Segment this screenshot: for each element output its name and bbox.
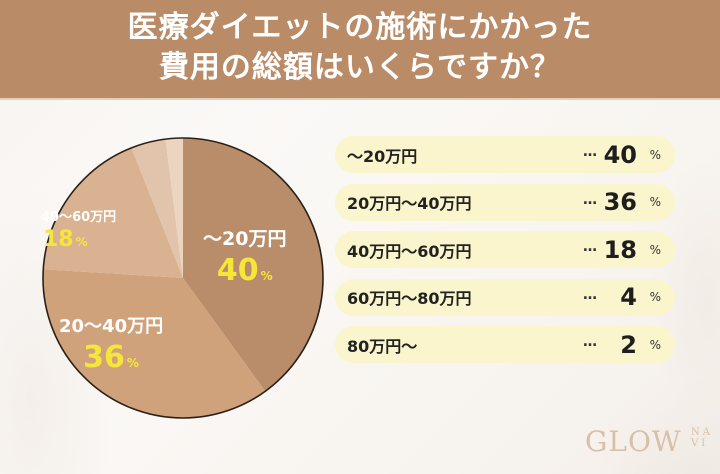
pie-slice (183, 138, 323, 392)
pie-label-category: 20〜40万円 (59, 316, 164, 337)
legend-unit: % (649, 195, 661, 209)
legend-item: 〜20万円 … 40 % (335, 136, 675, 173)
title-line-1: 医療ダイエットの施術にかかった (127, 10, 593, 45)
pie-slice (131, 139, 183, 278)
legend-unit: % (649, 290, 661, 304)
legend-dots: … (583, 286, 597, 303)
pie-label-40-60: 40〜60万円 18% (41, 206, 116, 257)
legend-value: 40 (603, 140, 637, 169)
legend-dots: … (583, 144, 597, 160)
legend-unit: % (649, 147, 661, 162)
legend-label: 80万円〜 (347, 336, 418, 356)
pie-label-category: 40〜60万円 (41, 210, 117, 225)
title-banner: 医療ダイエットの施術にかかった 費用の総額はいくらですか？ (0, 0, 720, 100)
legend-item: 60万円〜80万円 … 4 % (335, 278, 675, 316)
legend-item: 20万円〜40万円 … 36 % (335, 183, 675, 221)
legend-item: 40万円〜60万円 … 18 % (335, 231, 675, 268)
legend-value: 2 (620, 330, 637, 359)
pie-svg (42, 137, 324, 419)
legend-value: 4 (620, 283, 637, 311)
pie-label-percent: 40% (216, 253, 273, 288)
legend-label: 40万円〜60万円 (347, 241, 472, 261)
logo-sub: NA VI (691, 427, 713, 449)
pie-outline (42, 137, 324, 419)
legend-label: 〜20万円 (347, 146, 418, 166)
pie-label-20-40: 20〜40万円 36% (59, 312, 163, 383)
legend-dots: … (583, 191, 597, 208)
legend-unit: % (649, 242, 661, 257)
legend-value: 18 (603, 235, 637, 264)
pie-label-percent: 18% (43, 227, 88, 252)
title-line-2: 費用の総額はいくらですか？ (158, 50, 562, 85)
legend-label: 20万円〜40万円 (347, 194, 472, 213)
pie-label-category: 〜20万円 (203, 228, 287, 250)
logo-main: GLOW (585, 425, 682, 458)
legend-value: 36 (603, 188, 637, 216)
pie-slice (43, 147, 183, 278)
pie-label-0-20: 〜20万円 40% (203, 224, 286, 296)
pie-label-percent: 36% (83, 340, 139, 375)
legend-list: 〜20万円 … 40 % 20万円〜40万円 … 36 % 40万円〜60万円 … (335, 136, 675, 374)
pie-slice (43, 269, 266, 418)
legend-dots: … (583, 334, 597, 350)
pie-slice (165, 138, 183, 278)
legend-item: 80万円〜 … 2 % (335, 326, 675, 363)
pie-chart: 〜20万円 40% 20〜40万円 36% 40〜60万円 18% (41, 136, 325, 420)
glow-navi-logo: GLOW NA VI (585, 425, 710, 458)
legend-label: 60万円〜80万円 (347, 289, 472, 308)
legend-unit: % (649, 337, 661, 352)
legend-dots: … (583, 239, 597, 255)
